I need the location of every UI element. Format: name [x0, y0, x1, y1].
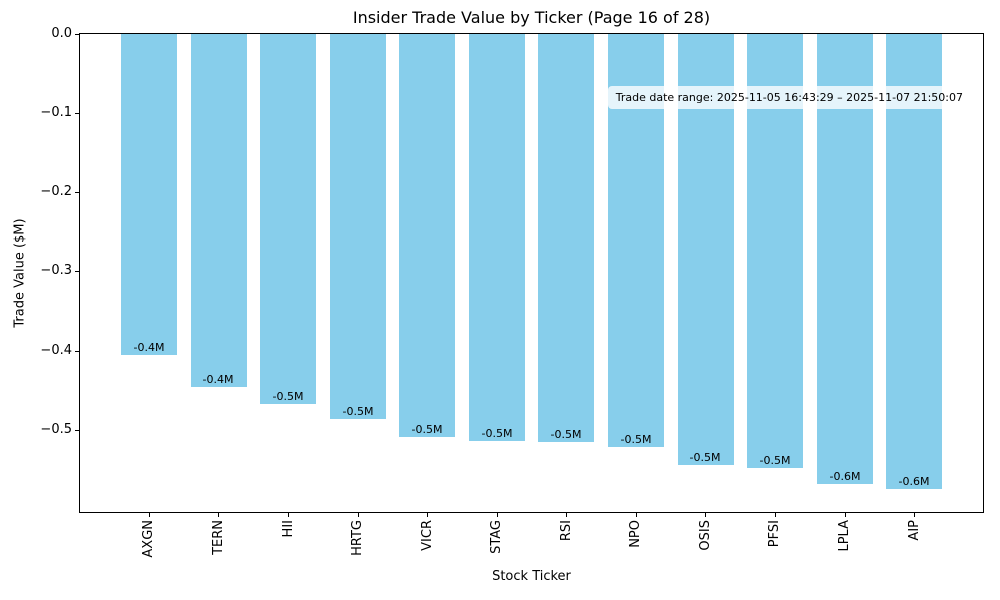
x-tick-label-OSIS: OSIS — [698, 520, 713, 551]
x-tick-mark — [705, 513, 706, 517]
x-tick-mark — [914, 513, 915, 517]
x-tick-mark — [288, 513, 289, 517]
x-tick-mark — [218, 513, 219, 517]
y-tick-mark — [75, 192, 79, 193]
bar-STAG — [469, 34, 525, 441]
x-tick-label-NPO: NPO — [628, 520, 643, 548]
y-tick-label: −0.5 — [40, 422, 72, 437]
bar-value-label-STAG: -0.5M — [481, 427, 513, 440]
bar-value-label-AXGN: -0.4M — [133, 341, 165, 354]
x-tick-label-AIP: AIP — [907, 520, 922, 541]
y-tick-mark — [75, 430, 79, 431]
bar-value-label-TERN: -0.4M — [202, 373, 234, 386]
x-tick-mark — [149, 513, 150, 517]
y-tick-mark — [75, 351, 79, 352]
x-tick-mark — [497, 513, 498, 517]
bar-value-label-HII: -0.5M — [272, 390, 304, 403]
y-tick-label: −0.4 — [40, 343, 72, 358]
bar-value-label-NPO: -0.5M — [620, 433, 652, 446]
y-tick-label: −0.1 — [40, 105, 72, 120]
bar-value-label-OSIS: -0.5M — [689, 451, 721, 464]
x-tick-label-TERN: TERN — [211, 520, 226, 555]
bar-VICR — [399, 34, 455, 437]
y-tick-label: −0.3 — [40, 263, 72, 278]
annotation-text: Trade date range: 2025-11-05 16:43:29 – … — [615, 91, 963, 104]
x-tick-label-RSI: RSI — [559, 520, 574, 542]
bar-value-label-AIP: -0.6M — [898, 475, 930, 488]
x-tick-label-LPLA: LPLA — [837, 520, 852, 552]
x-tick-label-VICR: VICR — [420, 520, 435, 551]
x-tick-mark — [358, 513, 359, 517]
bar-AIP — [886, 34, 942, 489]
x-tick-label-HII: HII — [281, 520, 296, 538]
bar-LPLA — [817, 34, 873, 484]
bar-value-label-PFSI: -0.5M — [759, 454, 791, 467]
y-tick-label: 0.0 — [51, 26, 72, 41]
x-tick-mark — [636, 513, 637, 517]
x-axis-label: Stock Ticker — [492, 569, 571, 584]
x-tick-mark — [845, 513, 846, 517]
bar-value-label-LPLA: -0.6M — [829, 470, 861, 483]
plot-area: -0.4M -0.4M -0.5M -0.5M -0.5M -0.5M -0.5M -0.5M… — [79, 33, 984, 513]
bar-HII — [260, 34, 316, 404]
x-tick-label-PFSI: PFSI — [767, 520, 782, 548]
x-tick-mark — [775, 513, 776, 517]
bar-value-label-HRTG: -0.5M — [342, 405, 374, 418]
bar-AXGN — [121, 34, 177, 355]
bar-value-label-VICR: -0.5M — [411, 423, 443, 436]
y-tick-mark — [75, 113, 79, 114]
bar-RSI — [538, 34, 594, 442]
x-tick-mark — [427, 513, 428, 517]
bar-HRTG — [330, 34, 386, 419]
bar-value-label-RSI: -0.5M — [550, 428, 582, 441]
bar-TERN — [191, 34, 247, 387]
annotation-box: Trade date range: 2025-11-05 16:43:29 – … — [607, 86, 971, 109]
y-tick-label: −0.2 — [40, 184, 72, 199]
x-tick-label-AXGN: AXGN — [141, 520, 156, 558]
y-tick-mark — [75, 271, 79, 272]
x-tick-label-STAG: STAG — [489, 520, 504, 554]
x-tick-label-HRTG: HRTG — [350, 520, 365, 556]
x-tick-mark — [566, 513, 567, 517]
y-axis-label: Trade Value ($M) — [12, 218, 28, 328]
y-tick-mark — [75, 34, 79, 35]
chart-title: Insider Trade Value by Ticker (Page 16 o… — [352, 8, 711, 27]
